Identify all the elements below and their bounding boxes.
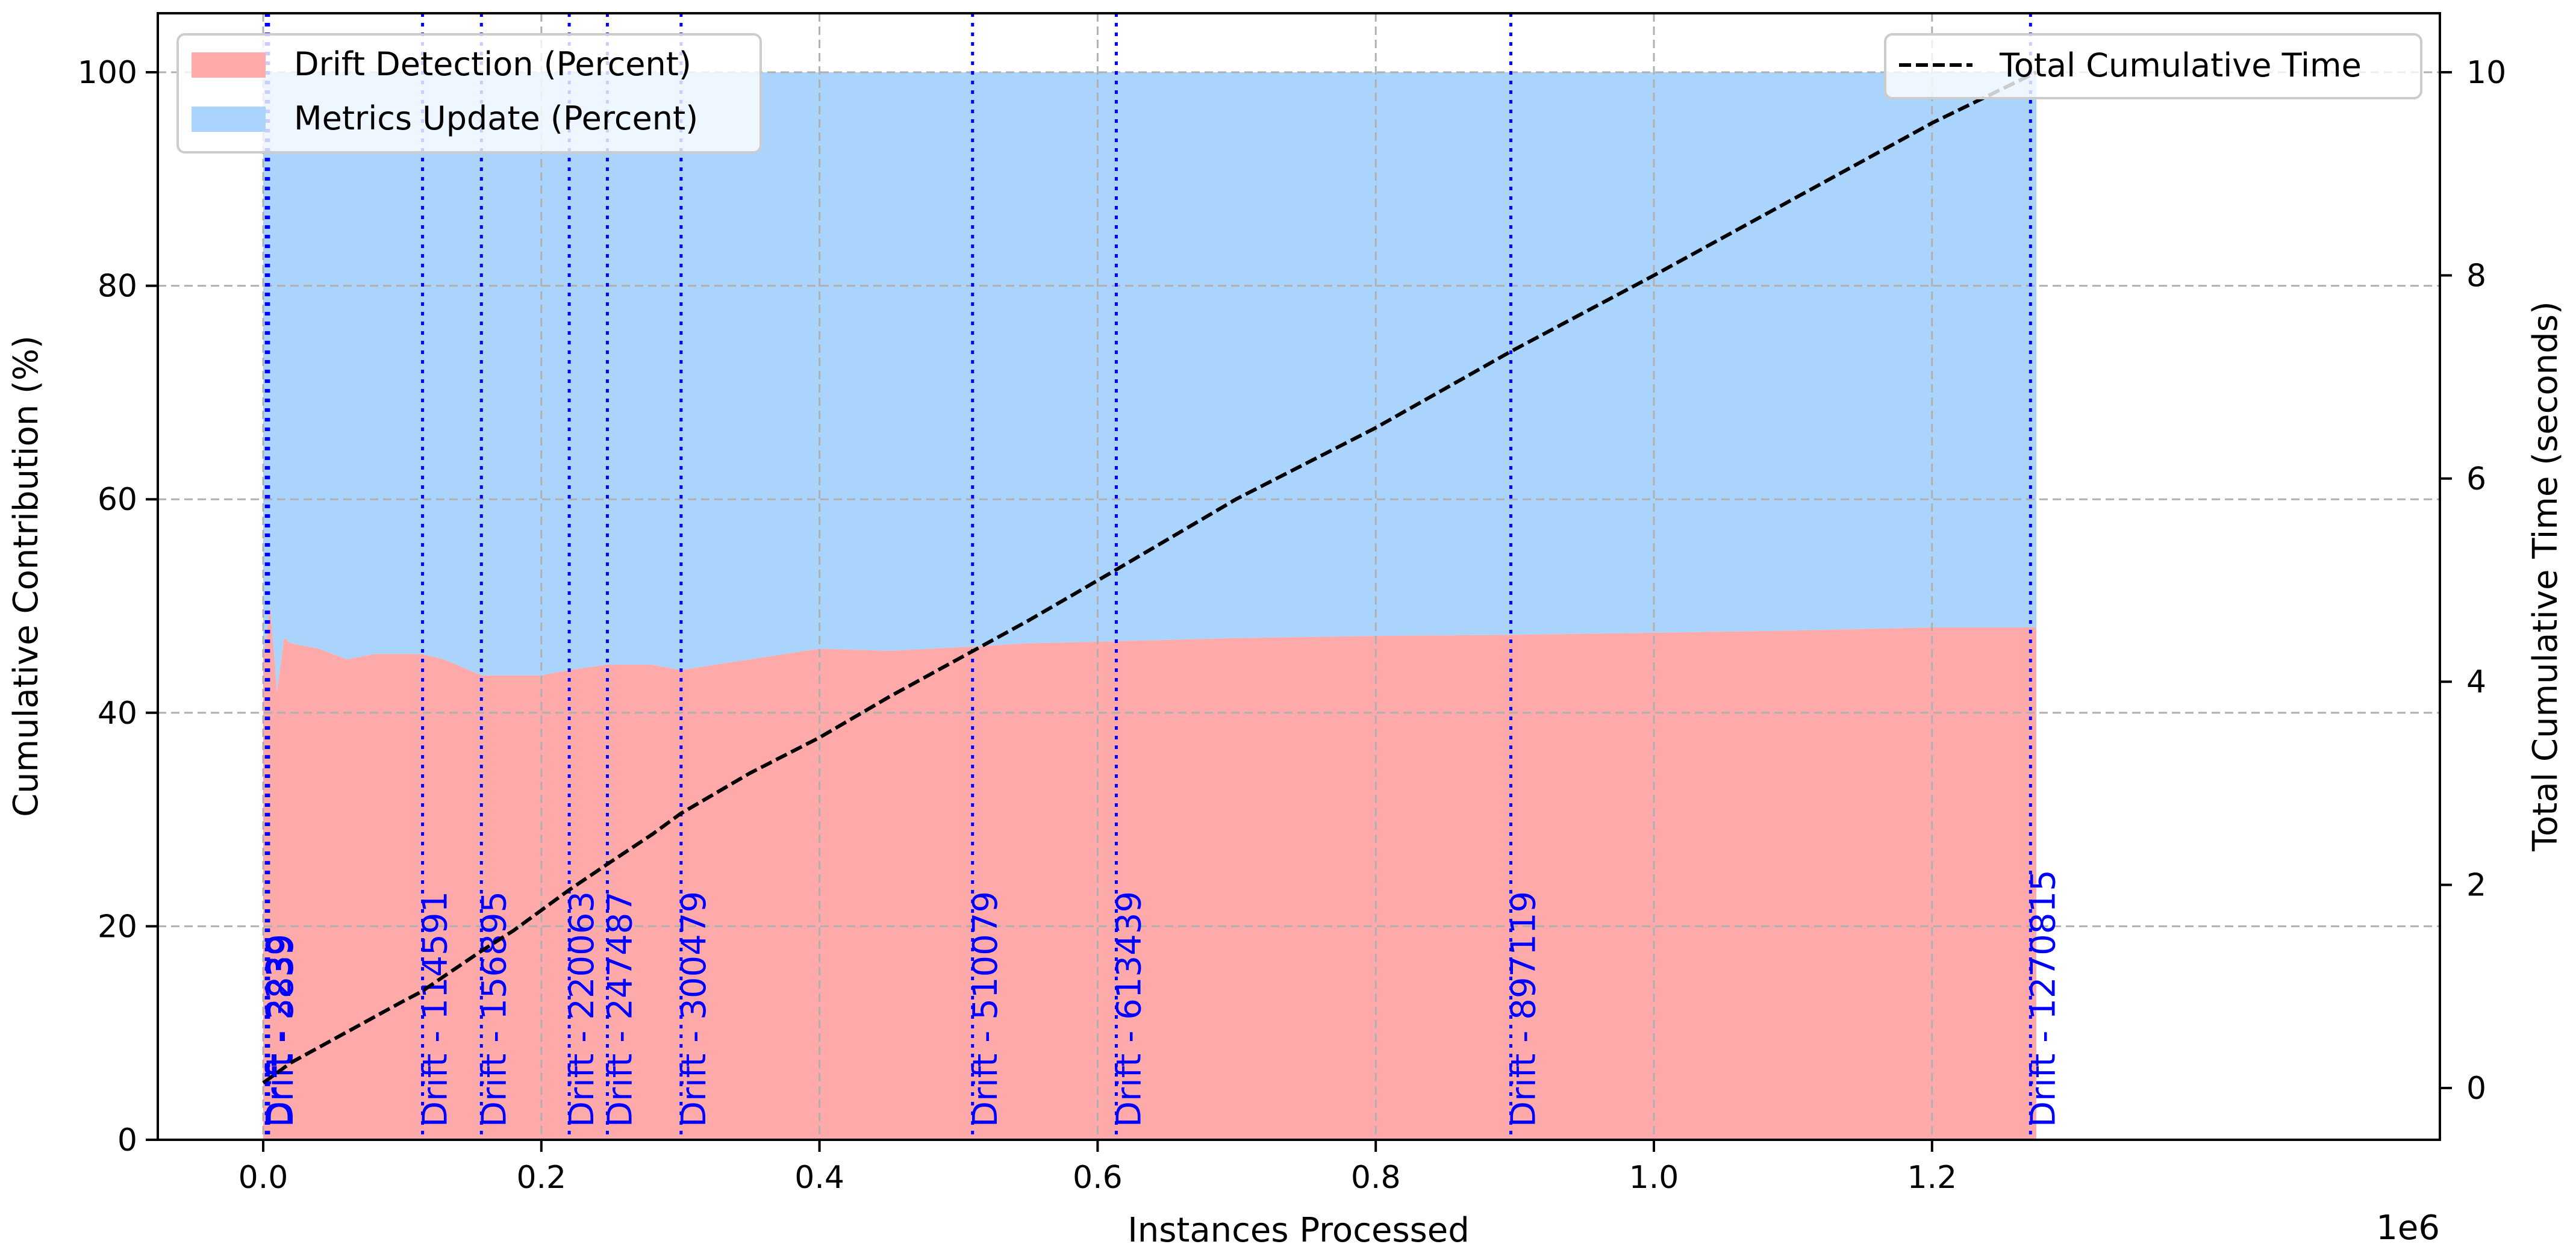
drift-detection-area [263, 606, 2036, 1140]
x-tick-label: 1.0 [1629, 1160, 1679, 1196]
drift-label: Drift - 1270815 [2024, 869, 2063, 1127]
legend-label: Total Cumulative Time [1999, 46, 2362, 84]
y-right-tick-label: 4 [2466, 664, 2486, 700]
x-axis-scale-note: 1e6 [2376, 1208, 2440, 1248]
legend-time: Total Cumulative Time [1884, 33, 2422, 99]
y-right-tick-label: 10 [2466, 55, 2506, 91]
x-tick-label: 0.8 [1351, 1160, 1401, 1196]
x-tick-label: 0.2 [516, 1160, 566, 1196]
stacked-area [263, 72, 2036, 1140]
drift-label: Drift - 2239 [260, 934, 299, 1127]
drift-marker: Drift - 114591 [416, 13, 455, 1140]
metrics-update-area [263, 72, 2036, 692]
drift-label: Drift - 613439 [1109, 891, 1149, 1127]
cumulative-time-line [262, 70, 2038, 1084]
y-left-tick-label: 20 [98, 909, 137, 945]
y-right-tick-label: 0 [2466, 1071, 2486, 1107]
x-tick-label: 1.2 [1907, 1160, 1957, 1196]
legend-swatch [192, 52, 266, 78]
legend-swatch [192, 107, 266, 132]
x-axis-title: Instances Processed [1127, 1211, 1470, 1250]
drift-label: Drift - 156895 [475, 891, 514, 1127]
gridlines [158, 13, 2440, 1141]
x-tick-label: 0.0 [239, 1160, 288, 1196]
drift-label: Drift - 510079 [966, 891, 1005, 1127]
drift-label: Drift - 220063 [563, 891, 602, 1127]
drift-marker: Drift - 613439 [1109, 13, 1149, 1140]
drift-marker: Drift - 220063 [563, 13, 602, 1140]
y-right-tick-label: 2 [2466, 868, 2486, 904]
drift-marker: Drift - 3839 [262, 13, 301, 1140]
y-right-tick-label: 8 [2466, 258, 2486, 294]
x-tick-label: 0.6 [1073, 1160, 1123, 1196]
drift-label: Drift - 300479 [675, 891, 714, 1127]
y-left-tick-label: 0 [117, 1122, 137, 1158]
drift-label: Drift - 897119 [1504, 891, 1543, 1127]
x-tick-label: 0.4 [794, 1160, 844, 1196]
y-axis-right-title: Total Cumulative Time (seconds) [2526, 301, 2565, 851]
drift-marker: Drift - 2239 [260, 13, 299, 1140]
y-left-tick-label: 80 [98, 269, 137, 305]
drift-marker: Drift - 1270815 [2024, 13, 2063, 1140]
y-left-tick-label: 60 [98, 482, 137, 518]
drift-marker: Drift - 156895 [475, 13, 514, 1140]
drift-marker: Drift - 510079 [966, 13, 1005, 1140]
y-right-tick-label: 6 [2466, 461, 2486, 497]
drift-label: Drift - 3839 [262, 934, 301, 1127]
axes: 0 20 40 60 80 100 0 2 4 6 8 10 0.0 0.2 0.4 0.6 0.8 1.0 1.2 [78, 12, 2506, 1196]
plot-frame [157, 12, 2441, 1141]
legend-label: Metrics Update (Percent) [294, 99, 698, 137]
drift-label: Drift - 114591 [416, 891, 455, 1127]
drift-marker: Drift - 897119 [1504, 13, 1543, 1140]
y-left-tick-label: 100 [78, 55, 137, 91]
legend-label: Drift Detection (Percent) [294, 45, 691, 83]
drift-marker: Drift - 300479 [675, 13, 714, 1140]
drift-label: Drift - 247487 [600, 891, 640, 1127]
y-axis-left-title: Cumulative Contribution (%) [7, 335, 46, 817]
y-left-tick-label: 40 [98, 695, 137, 732]
drift-marker: Drift - 247487 [600, 13, 640, 1140]
legend-percent: Drift Detection (Percent) Metrics Update … [176, 33, 762, 154]
